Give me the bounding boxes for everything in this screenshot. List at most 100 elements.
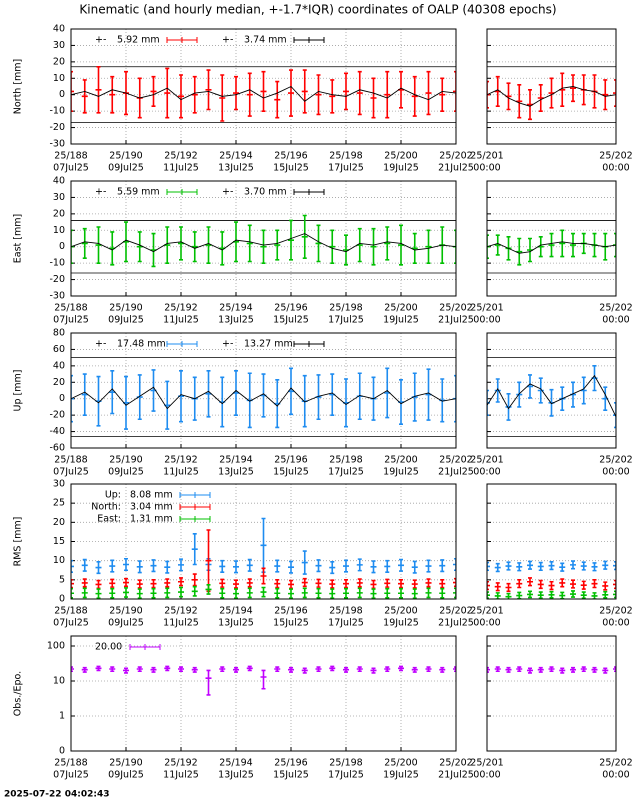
error-bar: [81, 666, 88, 673]
x-tick-sublabel: 00:00: [473, 618, 500, 629]
error-bar: [356, 558, 363, 572]
legend-swatch-caps: [293, 189, 325, 195]
error-bar: [288, 666, 294, 673]
error-bar: [398, 558, 404, 572]
median-line: [487, 86, 616, 107]
error-bar: [109, 587, 116, 599]
error-bar: [301, 577, 308, 588]
error-bar: [439, 559, 446, 573]
y-tick-label: 30: [53, 40, 65, 51]
error-bar: [370, 579, 377, 590]
error-bar: [591, 579, 598, 589]
y-tick-label: 40: [53, 176, 65, 187]
x-tick-label: 25/201: [470, 303, 503, 314]
error-bar: [559, 591, 566, 599]
legend-text: 20.00: [95, 642, 122, 653]
legend-text: 17.48 mm: [117, 339, 166, 350]
x-tick-sublabel: 07Jul25: [53, 770, 89, 781]
error-bar: [246, 665, 253, 672]
error-bar: [233, 560, 239, 574]
y-tick-label: 0: [59, 594, 65, 605]
x-tick-sublabel: 15Jul25: [273, 467, 309, 478]
error-bar: [274, 579, 281, 589]
x-tick-label: 25/192: [164, 758, 197, 769]
y-tick-label: 25: [53, 498, 65, 509]
error-bar: [570, 666, 577, 673]
error-bar: [526, 237, 533, 263]
x-tick-label: 25/188: [54, 606, 87, 617]
panel-frame: [486, 483, 617, 600]
median-line: [487, 374, 616, 417]
error-bar: [164, 665, 171, 672]
error-bar: [178, 74, 184, 119]
y-tick-label: -40: [49, 426, 65, 437]
error-bar: [526, 667, 533, 674]
x-tick-sublabel: 17Jul25: [328, 770, 364, 781]
legend-prefix: +-: [95, 35, 106, 46]
error-bar: [123, 375, 129, 430]
error-bar: [343, 587, 349, 599]
error-bar: [580, 580, 587, 590]
error-bar: [425, 70, 432, 116]
error-bar: [329, 579, 336, 589]
error-bar: [315, 578, 322, 588]
y-tick-label: 40: [53, 360, 65, 371]
x-tick-sublabel: 09Jul25: [108, 163, 144, 174]
error-bar: [356, 666, 363, 673]
x-tick-sublabel: 17Jul25: [328, 467, 364, 478]
error-bar: [384, 666, 391, 673]
legend-swatch-caps: [179, 516, 211, 522]
error-bar: [301, 214, 308, 260]
error-bar: [548, 580, 555, 591]
plot-area: [487, 72, 616, 121]
error-bar: [602, 590, 609, 599]
x-tick-label: 25/196: [274, 455, 307, 466]
error-bar: [95, 65, 102, 114]
error-bar: [191, 533, 198, 566]
x-tick-label: 25/198: [329, 151, 362, 162]
x-tick-label: 25/192: [164, 303, 197, 314]
error-bar: [343, 234, 349, 266]
error-bar: [150, 587, 157, 599]
x-tick-label: 25/194: [219, 758, 252, 769]
x-tick-sublabel: 13Jul25: [218, 163, 254, 174]
error-bar: [205, 369, 212, 418]
error-bar: [288, 588, 294, 599]
error-bar: [288, 219, 294, 261]
x-tick-label: 25/201: [470, 758, 503, 769]
legend-text: 3.04 mm: [130, 502, 173, 513]
x-tick-label: 25/194: [219, 303, 252, 314]
error-bar: [164, 578, 171, 588]
error-bar: [164, 587, 171, 599]
error-bar: [505, 666, 512, 673]
error-bar: [164, 226, 171, 264]
error-bar: [329, 561, 336, 575]
error-bar: [205, 226, 212, 264]
x-tick-sublabel: 09Jul25: [108, 770, 144, 781]
panel-frame: [70, 483, 457, 600]
error-bar: [95, 375, 102, 427]
error-bar: [439, 378, 446, 423]
y-tick-label: 40: [53, 24, 65, 35]
figure-title: Kinematic (and hourly median, +-1.7*IQR)…: [79, 3, 556, 17]
error-bar: [384, 226, 391, 261]
x-tick-label: 25/198: [329, 303, 362, 314]
legend-swatch-caps: [166, 189, 198, 195]
error-bar: [274, 229, 281, 261]
y-axis-label: East [mm]: [13, 214, 24, 263]
error-bar: [136, 560, 143, 574]
legend-prefix: +-: [95, 187, 106, 198]
error-bar: [494, 378, 501, 403]
error-bar: [136, 579, 143, 589]
error-bar: [260, 373, 267, 418]
legend-swatch-caps: [293, 37, 325, 43]
error-bar: [246, 72, 253, 117]
error-bar: [526, 577, 533, 587]
median-line: [71, 233, 456, 253]
plot-area: [71, 517, 456, 599]
error-bar: [329, 373, 336, 416]
error-bar: [233, 588, 239, 599]
error-bar: [411, 588, 418, 599]
panel-frame: [486, 635, 617, 752]
error-bar: [516, 666, 523, 673]
